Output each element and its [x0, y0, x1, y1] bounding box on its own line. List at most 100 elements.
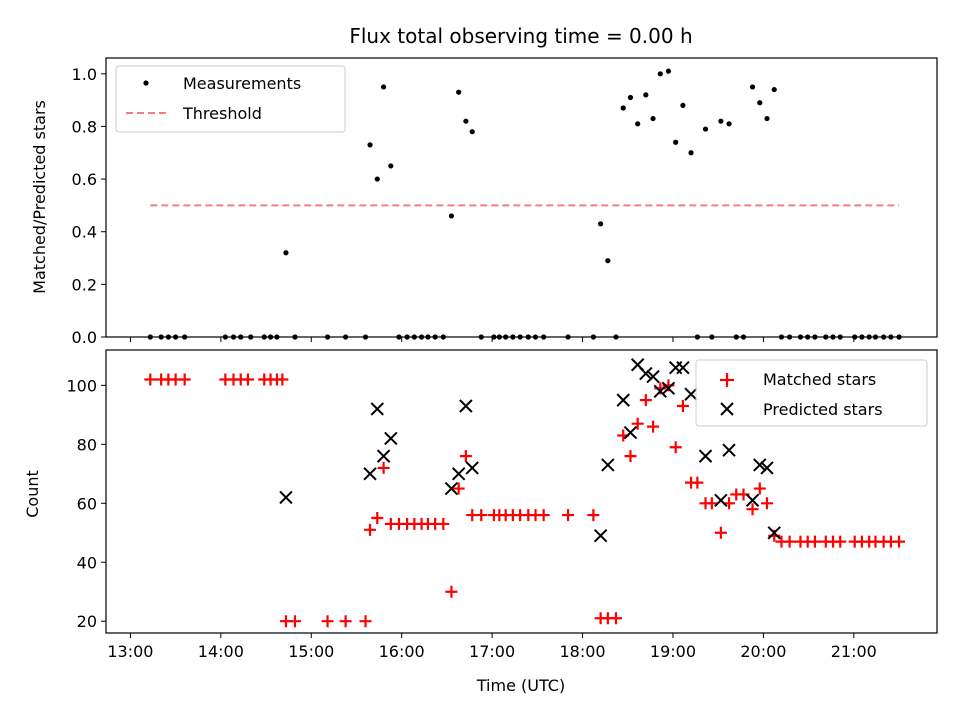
- matched-stars-point: [437, 517, 450, 530]
- measurements-point: [657, 71, 663, 77]
- measurements-point: [525, 334, 531, 340]
- predicted-stars-point: [767, 526, 781, 540]
- measurements-point: [805, 334, 811, 340]
- x-tick-label: 16:00: [379, 642, 425, 661]
- ratio-panel-x-ticks: [129, 337, 855, 342]
- chart-title: Flux total observing time = 0.00 h: [349, 24, 692, 48]
- measurements-point: [274, 334, 280, 340]
- measurements-point: [740, 334, 747, 340]
- matched-stars-point: [241, 373, 254, 386]
- measurements-point: [510, 334, 516, 340]
- predicted-stars-point: [760, 461, 774, 475]
- measurements-point: [881, 334, 887, 340]
- matched-stars-point: [144, 373, 157, 386]
- measurements-point: [182, 334, 188, 340]
- y-tick-label: 40: [77, 553, 97, 572]
- legend-predicted-label: Predicted stars: [763, 400, 883, 419]
- predicted-stars-point: [722, 443, 736, 457]
- measurements-point: [896, 334, 902, 340]
- y-tick-label: 0.2: [72, 275, 97, 294]
- y-tick-label: 1.0: [72, 65, 97, 84]
- measurements-point: [709, 334, 715, 340]
- measurements-point: [635, 121, 641, 127]
- predicted-stars-point: [653, 384, 668, 398]
- ratio-panel-legend: Measurements Threshold: [115, 65, 346, 133]
- predicted-stars-point: [593, 529, 608, 543]
- matched-stars-point: [445, 585, 458, 598]
- matched-stars-point: [753, 482, 766, 495]
- matched-stars-point: [364, 523, 377, 536]
- x-axis-label: Time (UTC): [476, 676, 565, 695]
- measurements-point: [147, 334, 153, 340]
- matched-stars-point: [691, 476, 704, 489]
- count-panel-y-label: Count: [23, 470, 42, 518]
- predicted-stars-point: [661, 381, 676, 396]
- x-tick-label: 17:00: [469, 642, 515, 661]
- matched-stars-point: [714, 526, 727, 539]
- measurements-point: [283, 250, 289, 256]
- legend-matched-marker: [720, 373, 734, 387]
- measurements-point: [888, 334, 894, 340]
- measurements-point: [837, 334, 843, 340]
- ratio-panel-y-label: Matched/Predicted stars: [30, 100, 49, 294]
- measurements-point: [787, 334, 793, 340]
- ratio-panel-y-ticks: 0.0 0.2 0.4 0.6 0.8 1.0: [72, 65, 106, 347]
- measurements-point: [643, 92, 649, 98]
- measurements-point: [726, 121, 732, 127]
- measurements-point: [830, 334, 836, 340]
- measurements-point: [517, 334, 523, 340]
- count-panel-x-ticks: 13:00 14:00 15:00 16:00 17:00 18:00 19:00 20:00…: [107, 633, 877, 661]
- measurements-point: [343, 334, 349, 340]
- count-legend-frame: [695, 359, 928, 427]
- measurements-point: [702, 126, 709, 132]
- legend-measurements-label: Measurements: [183, 74, 301, 93]
- ratio-panel: 0.0 0.2 0.4 0.6 0.8 1.0 Matched/Predicted sta…: [30, 57, 938, 347]
- predicted-stars-point: [465, 461, 479, 475]
- measurements-point: [248, 334, 254, 340]
- matched-stars-point: [647, 420, 660, 433]
- matched-stars-point: [359, 615, 372, 628]
- matched-stars-point: [669, 441, 682, 454]
- measurements-point: [478, 334, 484, 340]
- y-tick-label: 0.8: [72, 117, 97, 136]
- count-panel: 20 40 60 80 100 13:00 14:00 15:00 16:00 17:00 18:…: [23, 349, 938, 661]
- matched-stars-point: [371, 512, 384, 525]
- y-tick-label: 0.6: [72, 170, 97, 189]
- measurements-point: [812, 334, 818, 340]
- x-tick-label: 18:00: [559, 642, 605, 661]
- x-tick-label: 20:00: [740, 642, 786, 661]
- predicted-stars-point: [451, 467, 466, 481]
- measurements-point: [680, 102, 686, 108]
- measurements-point: [688, 150, 694, 156]
- count-panel-marks: [144, 358, 906, 628]
- measurements-point: [222, 334, 228, 340]
- matched-stars-point: [834, 535, 847, 548]
- measurements-point: [665, 68, 672, 74]
- measurements-point: [778, 334, 785, 340]
- predicted-stars-point: [601, 458, 615, 472]
- measurements-point: [418, 334, 425, 340]
- legend-threshold-label: Threshold: [182, 104, 262, 123]
- legend-predicted-marker: [720, 402, 734, 416]
- x-tick-label: 14:00: [198, 642, 244, 661]
- predicted-stars-point: [376, 449, 391, 463]
- predicted-stars-point: [384, 431, 398, 446]
- matched-stars-point: [288, 615, 301, 628]
- measurements-point: [432, 334, 438, 340]
- predicted-stars-point: [684, 387, 698, 401]
- ratio-panel-marks: [147, 68, 902, 340]
- measurements-point: [374, 176, 380, 182]
- measurements-point: [267, 334, 274, 340]
- matched-stars-point: [783, 535, 796, 548]
- measurements-point: [425, 334, 431, 340]
- matched-stars-point: [276, 373, 289, 386]
- predicted-stars-point: [745, 493, 760, 508]
- measurements-point: [694, 334, 700, 340]
- predicted-stars-point: [714, 493, 728, 508]
- predicted-stars-point: [639, 366, 653, 381]
- matched-stars-point: [631, 417, 644, 430]
- measurements-point: [362, 334, 369, 340]
- matched-stars-point: [705, 497, 718, 510]
- measurements-point: [165, 334, 171, 340]
- matched-stars-point: [452, 482, 465, 495]
